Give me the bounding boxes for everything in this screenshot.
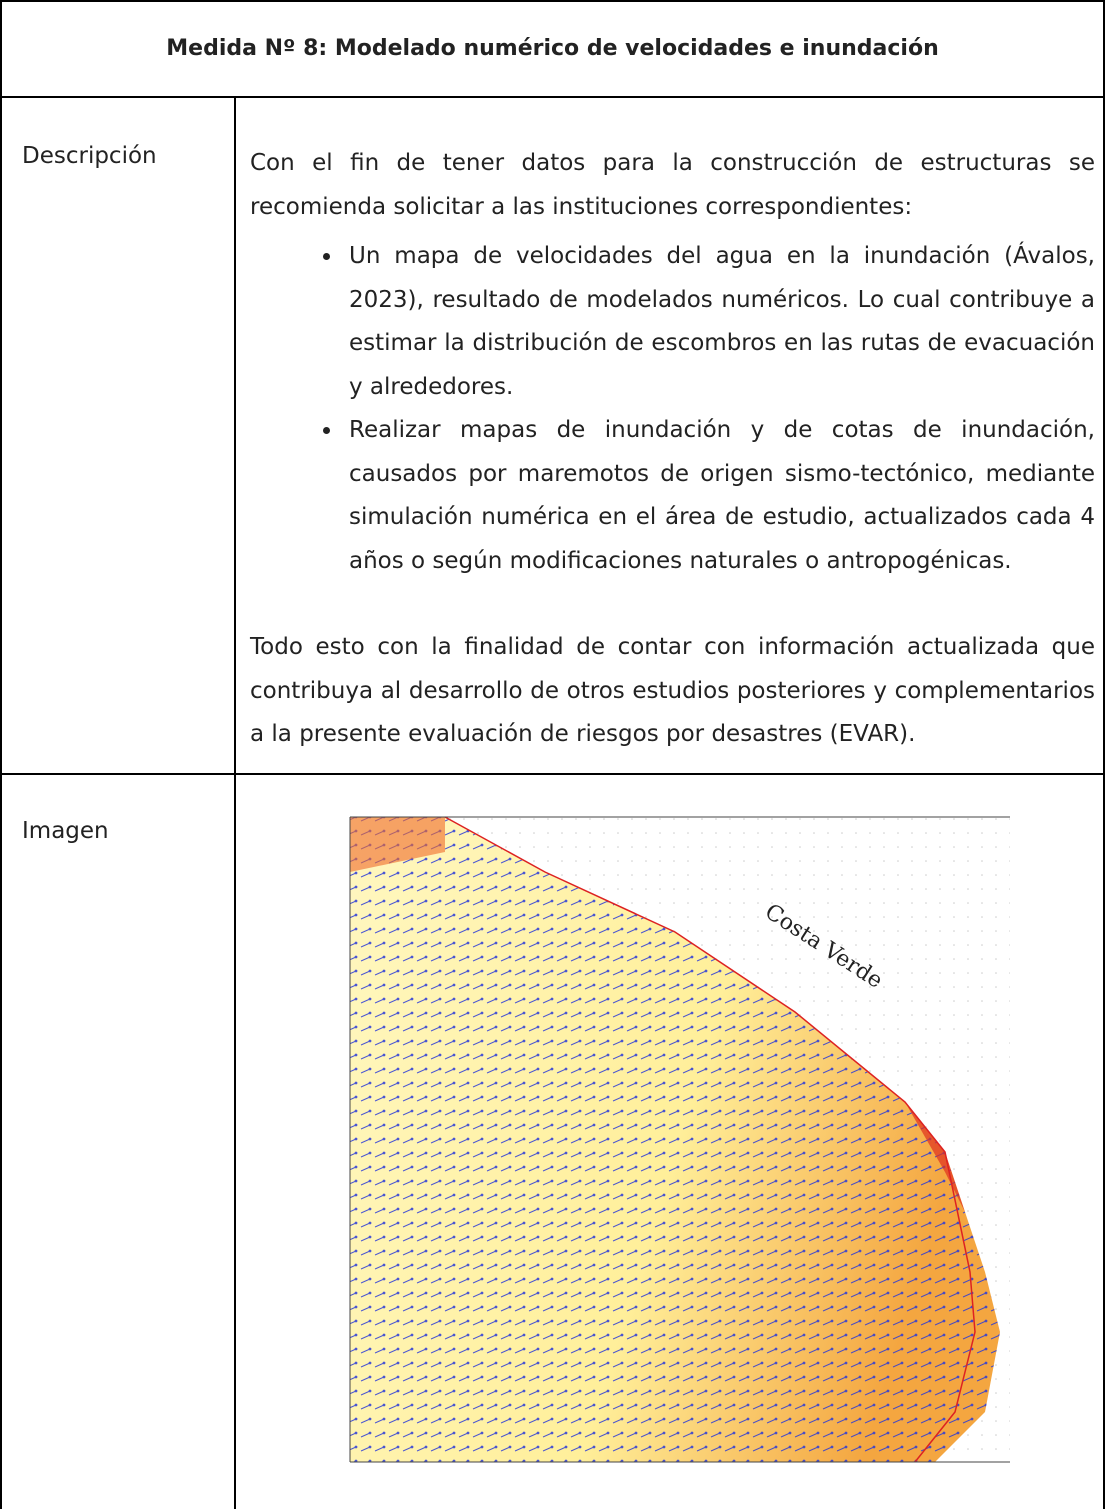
bullet: Realizar mapas de inundación y de cotas …: [343, 409, 1095, 583]
table-title: Medida Nº 8: Modelado numérico de veloci…: [166, 36, 939, 61]
border: [0, 0, 1105, 2]
border: [0, 773, 1105, 775]
map-image: Costa Verde: [349, 816, 1010, 1463]
border: [0, 96, 1105, 98]
intro: Con el fin de tener datos para la constr…: [250, 150, 1095, 220]
border: [0, 0, 2, 1509]
bullet: Un mapa de velocidades del agua en la in…: [343, 235, 1095, 409]
closing: Todo esto con la finalidad de contar con…: [250, 634, 1095, 747]
border: [1103, 0, 1105, 1509]
row-label: Imagen: [22, 818, 109, 844]
border: [234, 97, 236, 1509]
description: Con el fin de tener datos para la constr…: [250, 142, 1095, 757]
bullet-list: Un mapa de velocidades del agua en la in…: [250, 235, 1095, 583]
row-label: Descripción: [22, 143, 157, 169]
